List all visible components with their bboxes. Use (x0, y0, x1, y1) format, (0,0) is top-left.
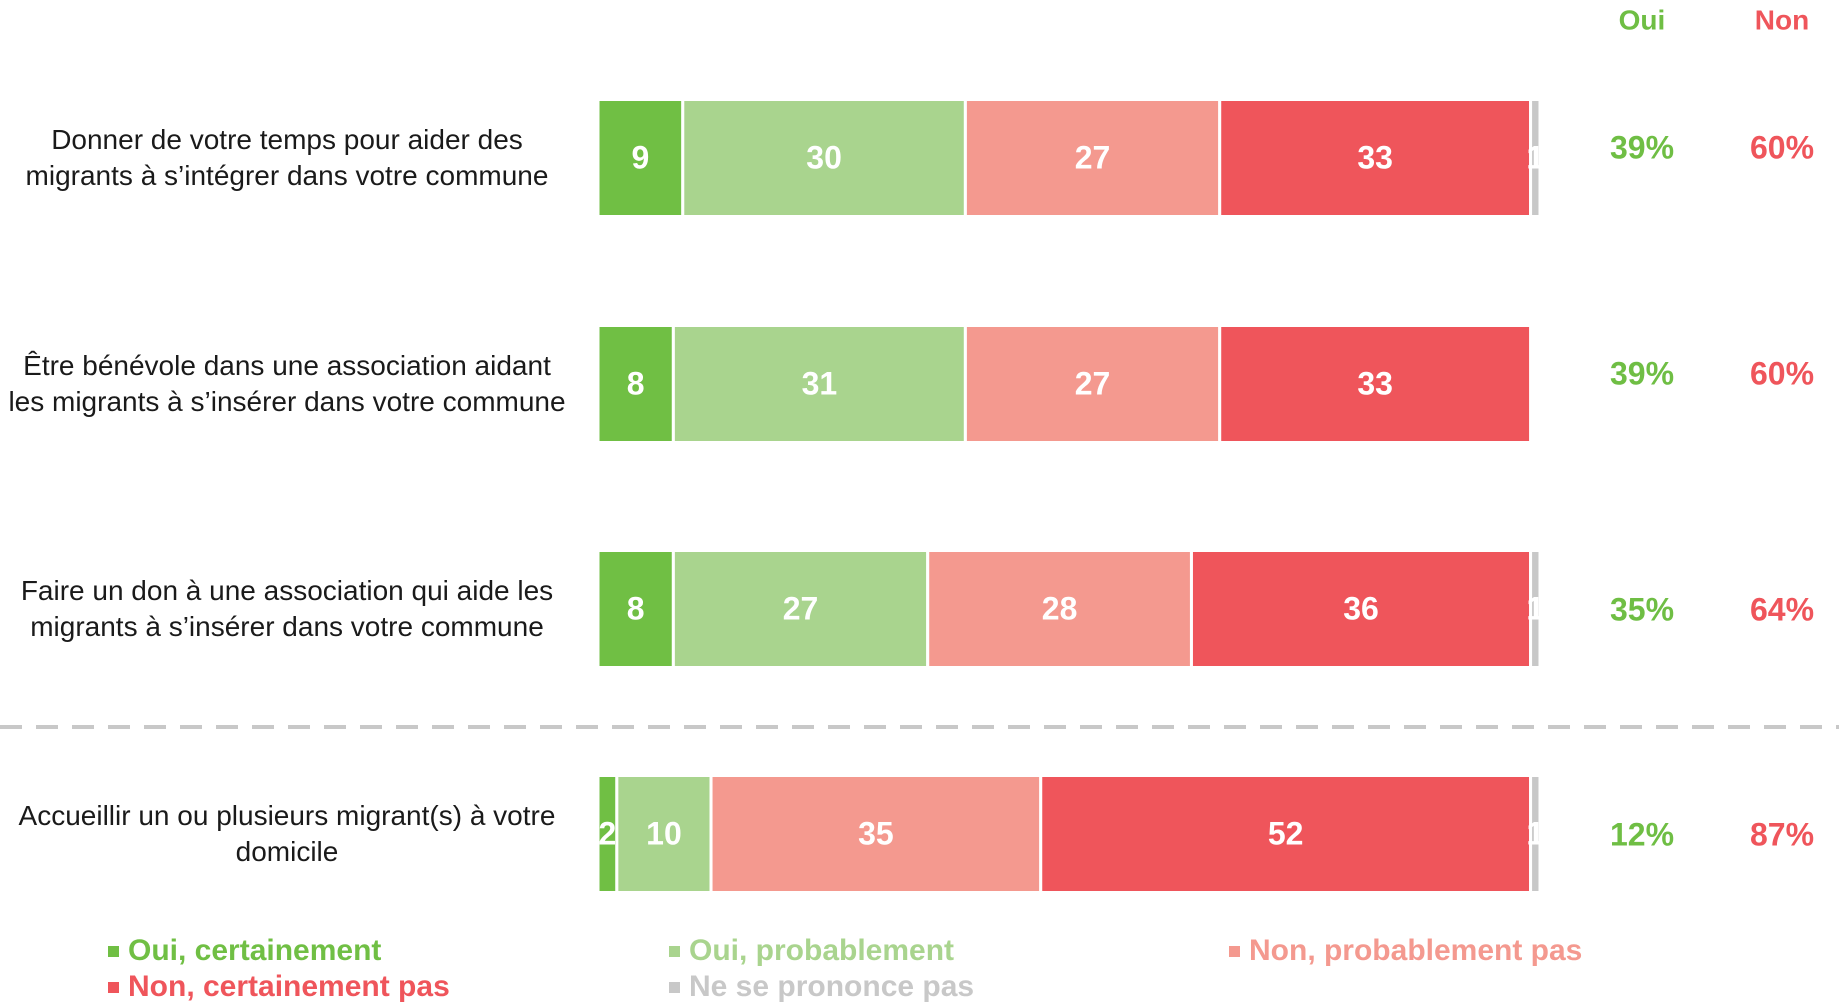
data-label: 27 (1075, 139, 1111, 175)
bar-segment (963, 98, 1222, 218)
legend-label: Non, probablement pas (1249, 934, 1582, 967)
data-label: 8 (627, 365, 645, 401)
summary-value: 39% (1610, 355, 1674, 391)
data-label: 1 (1526, 139, 1544, 175)
data-label: 28 (1042, 590, 1078, 626)
bar-segment (1529, 774, 1542, 894)
legend-swatch (108, 946, 119, 957)
data-label: 1 (1526, 590, 1544, 626)
data-label: 35 (858, 815, 894, 851)
legend-swatch (669, 946, 680, 957)
bar-segment (1218, 324, 1533, 444)
legend-swatch (1229, 946, 1240, 957)
bar-segment (681, 98, 967, 218)
summary-value: 60% (1750, 129, 1814, 165)
summary-header: Non (1755, 4, 1809, 35)
legend-label: Oui, certainement (128, 934, 381, 967)
bar-segment (926, 549, 1193, 669)
bar-segment (709, 774, 1043, 894)
bar-segment (963, 324, 1222, 444)
data-label: 10 (646, 815, 682, 851)
data-label: 31 (802, 365, 838, 401)
legend-label: Ne se prononce pas (689, 970, 974, 1003)
data-label: 27 (1075, 365, 1111, 401)
bar-segment (1039, 774, 1533, 894)
category-label: Donner de votre temps pour aider des mig… (25, 124, 549, 191)
bar-segment (671, 324, 967, 444)
data-label: 2 (599, 815, 617, 851)
bar-segment (1189, 549, 1533, 669)
summary-value: 12% (1610, 816, 1674, 852)
category-label: Être bénévole dans une association aidan… (8, 350, 566, 417)
summary-header: Oui (1619, 4, 1666, 35)
data-label: 1 (1526, 815, 1544, 851)
bar-segment (1529, 98, 1542, 218)
data-label: 8 (627, 590, 645, 626)
data-label: 33 (1357, 365, 1393, 401)
summary-value: 87% (1750, 816, 1814, 852)
category-label: Faire un don à une association qui aide … (20, 575, 554, 642)
data-label: 36 (1343, 590, 1379, 626)
data-label: 33 (1357, 139, 1393, 175)
data-label: 52 (1268, 815, 1304, 851)
bar-segment (596, 324, 675, 444)
summary-value: 60% (1750, 355, 1814, 391)
category-label: Accueillir un ou plusieurs migrant(s) à … (18, 800, 556, 867)
summary-value: 39% (1610, 129, 1674, 165)
bar-segment (671, 549, 930, 669)
data-label: 9 (631, 139, 649, 175)
bar-segment (596, 549, 675, 669)
legend-label: Oui, probablement (689, 934, 954, 967)
bar-segment (1529, 549, 1542, 669)
legend-swatch (669, 982, 680, 993)
summary-value: 64% (1750, 591, 1814, 627)
data-label: 27 (783, 590, 819, 626)
bar-segment (615, 774, 713, 894)
bar-segment (1218, 98, 1533, 218)
legend-label: Non, certainement pas (128, 970, 450, 1003)
data-label: 30 (806, 139, 842, 175)
legend-swatch (108, 982, 119, 993)
summary-value: 35% (1610, 591, 1674, 627)
